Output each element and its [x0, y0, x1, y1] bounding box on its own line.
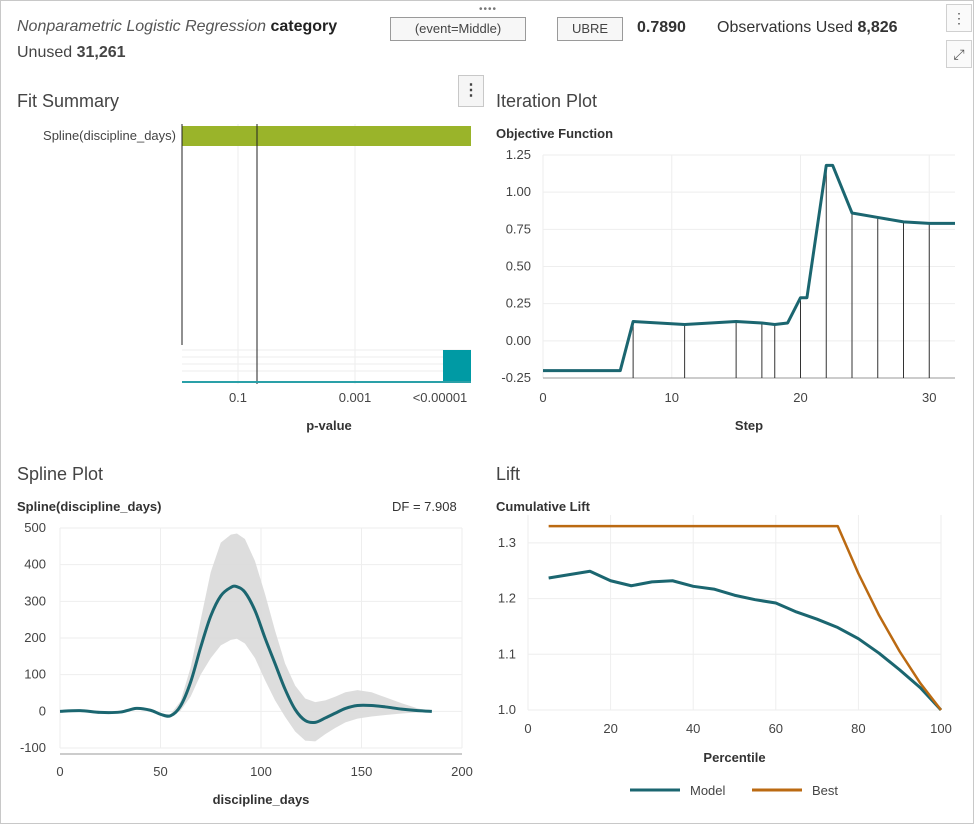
x-tick-label: 0 [539, 390, 546, 405]
y-tick-label: 0.75 [506, 221, 531, 236]
iteration-plot-title: Iteration Plot [496, 91, 598, 111]
x-tick-label: 50 [153, 764, 167, 779]
x-tick-label: 10 [665, 390, 679, 405]
unused-stat: Unused 31,261 [17, 44, 126, 61]
model-header: Nonparametric Logistic Regression catego… [17, 18, 337, 36]
x-axis-label: p-value [306, 418, 352, 433]
more-vertical-icon[interactable]: ⋮ [946, 4, 972, 32]
x-tick-label: 0.1 [229, 390, 247, 405]
spline-plot-title: Spline Plot [17, 464, 104, 484]
y-tick-label: 300 [24, 593, 46, 608]
y-tick-label: 1.3 [498, 535, 516, 550]
x-tick-label: 20 [793, 390, 807, 405]
y-tick-label: 400 [24, 557, 46, 572]
x-axis-label: Percentile [703, 750, 765, 765]
x-tick-label: 60 [769, 721, 783, 736]
y-tick-label: 0.00 [506, 333, 531, 348]
target-name: category [270, 18, 338, 35]
x-axis-label: discipline_days [213, 792, 310, 807]
y-tick-label: 1.1 [498, 646, 516, 661]
y-tick-label: 0.50 [506, 259, 531, 274]
x-tick-label: <0.00001 [413, 390, 468, 405]
x-tick-label: 30 [922, 390, 936, 405]
observations-used: Observations Used 8,826 [717, 19, 898, 36]
spline-subtitle: Spline(discipline_days) [17, 499, 162, 514]
iteration-subtitle: Objective Function [496, 126, 614, 141]
y-tick-label: 100 [24, 667, 46, 682]
lift-subtitle: Cumulative Lift [496, 499, 590, 514]
x-tick-label: 80 [851, 721, 865, 736]
expand-icon[interactable]: ⤢ [946, 40, 972, 68]
x-tick-label: 0 [524, 721, 531, 736]
fit-bar-spline[interactable] [182, 126, 471, 146]
x-tick-label: 0 [56, 764, 63, 779]
y-tick-label: 500 [24, 520, 46, 535]
y-tick-label: 0 [39, 703, 46, 718]
df-annotation: DF = 7.908 [392, 499, 457, 514]
y-tick-label: 1.0 [498, 702, 516, 717]
y-tick-label: 1.00 [506, 184, 531, 199]
y-tick-label: 1.25 [506, 147, 531, 162]
series-line-best [548, 524, 942, 711]
y-tick-label: 200 [24, 630, 46, 645]
x-tick-label: 200 [451, 764, 473, 779]
x-tick-label: 40 [686, 721, 700, 736]
confidence-band [60, 533, 432, 742]
y-tick-label: 1.2 [498, 591, 516, 606]
category-label: Spline(discipline_days) [43, 128, 176, 143]
lift-title: Lift [496, 464, 521, 484]
x-tick-label: 150 [351, 764, 373, 779]
series-line-model [548, 569, 943, 712]
legend-label: Best [812, 783, 838, 798]
x-tick-label: 0.001 [339, 390, 372, 405]
spline-line [59, 584, 432, 725]
model-name: Nonparametric Logistic Regression [17, 18, 266, 35]
fit-bar-small[interactable] [443, 350, 471, 382]
objective-function-line [543, 163, 955, 373]
drag-handle-icon[interactable]: •••• [479, 4, 498, 15]
x-tick-label: 100 [250, 764, 272, 779]
fit-summary-title: Fit Summary [17, 91, 120, 111]
fit-summary-menu-icon[interactable]: ⋮ [458, 75, 484, 107]
x-axis-label: Step [735, 418, 763, 433]
y-tick-label: -0.25 [501, 370, 531, 385]
y-tick-label: 0.25 [506, 296, 531, 311]
y-tick-label: -100 [20, 740, 46, 755]
x-tick-label: 100 [930, 721, 952, 736]
event-button[interactable]: (event=Middle) [390, 17, 526, 41]
legend-label: Model [690, 783, 726, 798]
x-tick-label: 20 [603, 721, 617, 736]
criterion-value: 0.7890 [637, 19, 686, 36]
criterion-button[interactable]: UBRE [557, 17, 623, 41]
